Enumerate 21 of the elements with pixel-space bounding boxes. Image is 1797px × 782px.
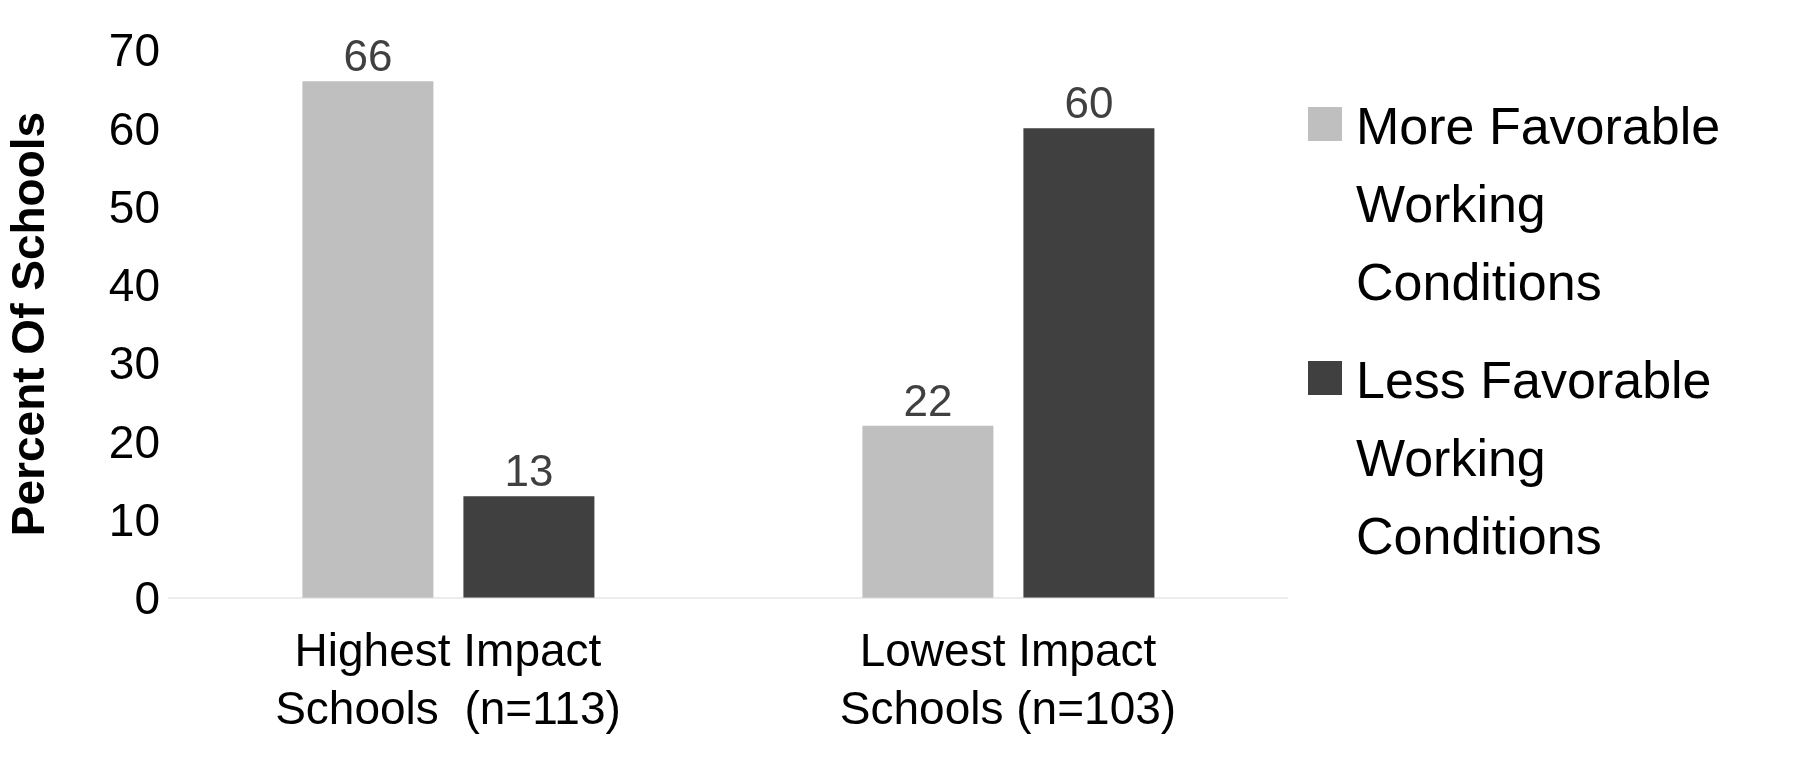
y-tick-label: 50: [108, 180, 160, 233]
x-tick-label: Lowest Impact Schools (n=103): [839, 624, 1177, 734]
bar: [302, 81, 434, 598]
y-tick-label: 60: [108, 102, 160, 155]
data-label: 13: [504, 446, 554, 496]
bar: [463, 496, 595, 598]
data-label: 60: [1064, 78, 1114, 128]
legend-label: Less Favorable Working Conditions: [1356, 349, 1713, 567]
y-tick-label: 70: [108, 24, 160, 77]
data-label: 22: [903, 375, 953, 425]
data-label: 66: [343, 31, 393, 81]
y-tick-label: 0: [134, 572, 160, 625]
bar: [862, 425, 994, 598]
y-axis-title: Percent Of Schools: [2, 111, 55, 537]
bar: [1023, 128, 1155, 598]
y-tick-label: 40: [108, 259, 160, 312]
y-tick-label: 30: [108, 337, 160, 390]
legend-label: More Favorable Working Conditions: [1356, 95, 1722, 313]
y-tick-label: 10: [108, 494, 160, 547]
x-tick-label: Highest Impact Schools (n=113): [275, 624, 621, 734]
y-tick-label: 20: [108, 415, 160, 468]
